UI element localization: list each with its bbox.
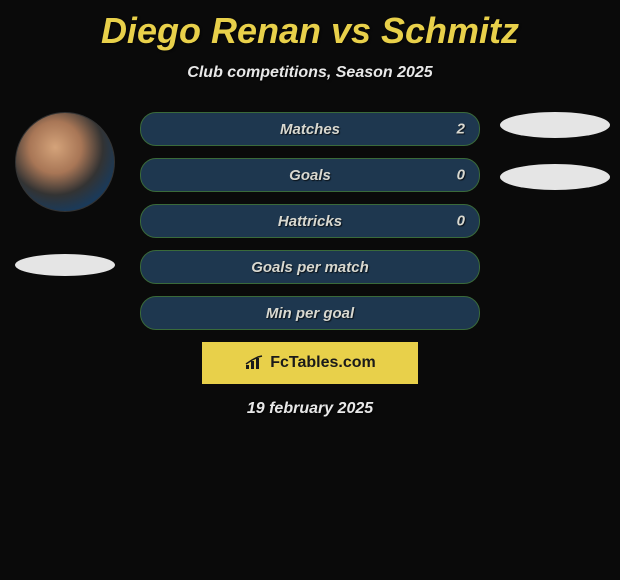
stat-label: Matches (280, 121, 340, 138)
player-avatar (15, 112, 115, 212)
right-player-column (500, 112, 610, 216)
subtitle: Club competitions, Season 2025 (0, 64, 620, 82)
stat-row-hattricks: Hattricks 0 (140, 204, 480, 238)
left-player-column (10, 112, 120, 276)
stat-row-goals-per-match: Goals per match (140, 250, 480, 284)
date-text: 19 february 2025 (0, 400, 620, 418)
badge-text: FcTables.com (270, 354, 376, 372)
stat-row-matches: Matches 2 (140, 112, 480, 146)
right-ellipse-placeholder (500, 164, 610, 190)
stat-label: Hattricks (278, 213, 342, 230)
right-ellipse-placeholder (500, 112, 610, 138)
page-title: Diego Renan vs Schmitz (0, 0, 620, 52)
chart-icon (244, 355, 264, 371)
footer-badge[interactable]: FcTables.com (202, 342, 418, 384)
content-area: Matches 2 Goals 0 Hattricks 0 Goals per … (0, 112, 620, 330)
stat-label: Goals per match (251, 259, 369, 276)
stat-label: Goals (289, 167, 331, 184)
stat-row-min-per-goal: Min per goal (140, 296, 480, 330)
stat-value: 0 (457, 213, 465, 230)
stat-value: 2 (457, 121, 465, 138)
stat-row-goals: Goals 0 (140, 158, 480, 192)
left-ellipse-placeholder (15, 254, 115, 276)
stat-label: Min per goal (266, 305, 354, 322)
stat-value: 0 (457, 167, 465, 184)
stats-column: Matches 2 Goals 0 Hattricks 0 Goals per … (140, 112, 480, 330)
